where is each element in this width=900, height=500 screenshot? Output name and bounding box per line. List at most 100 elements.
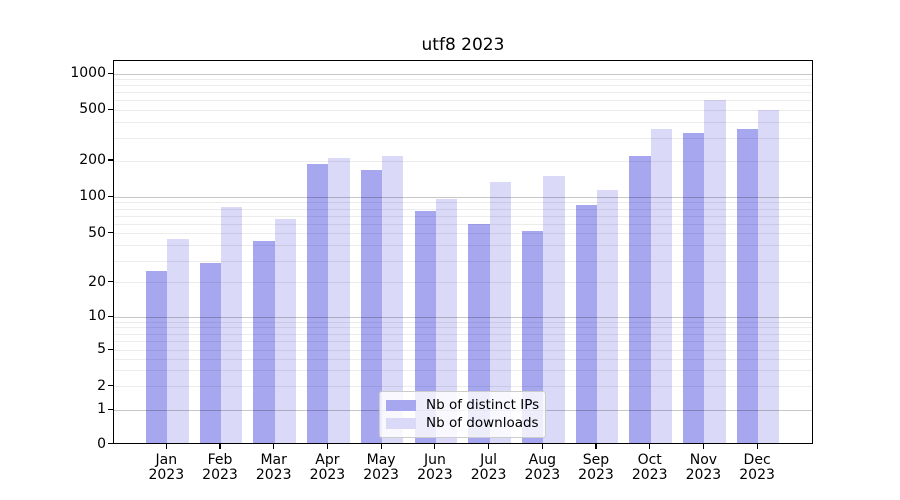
bar-nb-of-downloads-mar-2023 <box>274 219 297 443</box>
legend-swatch-downloads <box>386 417 416 429</box>
y-gridline-100 <box>114 196 812 198</box>
y-gridline-5 <box>114 349 812 351</box>
y-tick-label-500: 500 <box>79 101 106 118</box>
y-gridline-3 <box>114 370 812 372</box>
x-tick-jul-2023 <box>488 444 490 449</box>
y-gridline-8 <box>114 327 812 329</box>
bar-nb-of-downloads-jul-2023 <box>489 182 511 443</box>
x-tick-label-apr-2023: Apr 2023 <box>309 452 346 483</box>
bar-nb-of-downloads-apr-2023 <box>328 157 350 443</box>
x-tick-mar-2023 <box>273 444 275 449</box>
plot-area <box>113 60 813 444</box>
x-tick-feb-2023 <box>219 444 221 449</box>
y-gridline-300 <box>114 138 812 140</box>
x-tick-oct-2023 <box>649 444 651 449</box>
bar-nb-of-downloads-aug-2023 <box>543 176 565 443</box>
y-gridline-800 <box>114 85 812 87</box>
chart-title: utf8 2023 <box>421 35 505 55</box>
y-tick-50 <box>108 232 113 234</box>
y-tick-2 <box>108 385 113 387</box>
y-tick-label-5: 5 <box>97 341 106 358</box>
y-tick-label-50: 50 <box>88 224 106 241</box>
x-tick-sep-2023 <box>595 444 597 449</box>
x-tick-label-dec-2023: Dec 2023 <box>739 452 775 483</box>
bar-nb-of-downloads-sep-2023 <box>597 189 619 443</box>
y-tick-500 <box>108 108 113 110</box>
x-tick-label-jun-2023: Jun 2023 <box>417 452 453 483</box>
y-tick-label-200: 200 <box>79 152 106 168</box>
y-tick-5 <box>108 348 113 350</box>
x-tick-jan-2023 <box>165 444 167 449</box>
y-gridline-1000 <box>114 73 812 75</box>
bar-nb-of-distinct-ips-apr-2023 <box>307 163 329 443</box>
y-gridline-70 <box>114 215 812 217</box>
x-tick-jun-2023 <box>434 444 436 449</box>
y-gridline-200 <box>114 160 812 162</box>
y-gridline-9 <box>114 321 812 323</box>
y-tick-200 <box>108 159 113 161</box>
bar-nb-of-downloads-may-2023 <box>382 155 404 443</box>
x-tick-may-2023 <box>380 444 382 449</box>
legend-swatch-distinct-ips <box>386 399 416 411</box>
x-tick-label-mar-2023: Mar 2023 <box>255 452 292 483</box>
y-tick-label-2: 2 <box>97 377 106 394</box>
bar-nb-of-distinct-ips-oct-2023 <box>629 155 651 443</box>
y-tick-label-20: 20 <box>88 273 106 290</box>
y-gridline-900 <box>114 79 812 81</box>
x-tick-label-oct-2023: Oct 2023 <box>631 452 668 483</box>
y-gridline-80 <box>114 208 812 210</box>
bar-nb-of-distinct-ips-nov-2023 <box>683 132 705 443</box>
y-gridline-700 <box>114 92 812 94</box>
y-gridline-10 <box>114 316 812 318</box>
bar-nb-of-distinct-ips-feb-2023 <box>199 262 221 443</box>
bar-nb-of-distinct-ips-dec-2023 <box>736 129 759 443</box>
y-gridline-30 <box>114 260 812 262</box>
bar-nb-of-distinct-ips-jun-2023 <box>414 211 436 443</box>
y-gridline-4 <box>114 358 812 360</box>
x-tick-dec-2023 <box>756 444 758 449</box>
bar-nb-of-distinct-ips-jan-2023 <box>145 270 168 443</box>
legend-item-downloads: Nb of downloads <box>386 414 539 432</box>
x-tick-label-jan-2023: Jan 2023 <box>148 452 185 483</box>
y-gridline-50 <box>114 233 812 235</box>
x-tick-label-nov-2023: Nov 2023 <box>685 452 722 483</box>
legend: Nb of distinct IPs Nb of downloads <box>379 391 546 438</box>
bar-nb-of-downloads-dec-2023 <box>758 109 780 443</box>
bar-nb-of-distinct-ips-may-2023 <box>360 170 383 443</box>
y-tick-label-0: 0 <box>97 435 106 452</box>
y-gridline-6 <box>114 341 812 343</box>
bar-nb-of-downloads-feb-2023 <box>221 207 243 443</box>
bar-nb-of-downloads-nov-2023 <box>704 100 726 443</box>
y-tick-label-10: 10 <box>88 308 106 325</box>
x-tick-apr-2023 <box>326 444 328 449</box>
y-gridline-20 <box>114 282 812 284</box>
x-tick-nov-2023 <box>702 444 704 449</box>
bar-nb-of-distinct-ips-jul-2023 <box>468 224 490 443</box>
y-tick-10 <box>108 315 113 317</box>
y-tick-1 <box>108 408 113 410</box>
bar-nb-of-downloads-jun-2023 <box>435 199 458 443</box>
legend-label-downloads: Nb of downloads <box>426 415 539 431</box>
x-tick-label-feb-2023: Feb 2023 <box>202 452 238 483</box>
y-gridline-2 <box>114 386 812 388</box>
bar-nb-of-distinct-ips-mar-2023 <box>253 240 275 443</box>
y-tick-20 <box>108 281 113 283</box>
legend-label-distinct-ips: Nb of distinct IPs <box>426 397 540 413</box>
bar-nb-of-downloads-jan-2023 <box>167 239 189 443</box>
bar-nb-of-distinct-ips-sep-2023 <box>575 204 597 443</box>
x-tick-aug-2023 <box>541 444 543 449</box>
y-gridline-90 <box>114 202 812 204</box>
y-gridline-7 <box>114 333 812 335</box>
y-tick-0 <box>108 442 113 445</box>
y-tick-1000 <box>108 72 113 74</box>
legend-item-distinct-ips: Nb of distinct IPs <box>386 396 540 414</box>
y-tick-100 <box>108 195 113 197</box>
bar-nb-of-downloads-oct-2023 <box>650 128 673 443</box>
x-tick-label-sep-2023: Sep 2023 <box>578 452 614 483</box>
y-gridline-500 <box>114 109 812 111</box>
x-tick-label-aug-2023: Aug 2023 <box>524 452 561 483</box>
x-tick-label-may-2023: May 2023 <box>363 452 399 483</box>
x-tick-label-jul-2023: Jul 2023 <box>470 452 507 483</box>
y-tick-label-100: 100 <box>79 188 106 205</box>
